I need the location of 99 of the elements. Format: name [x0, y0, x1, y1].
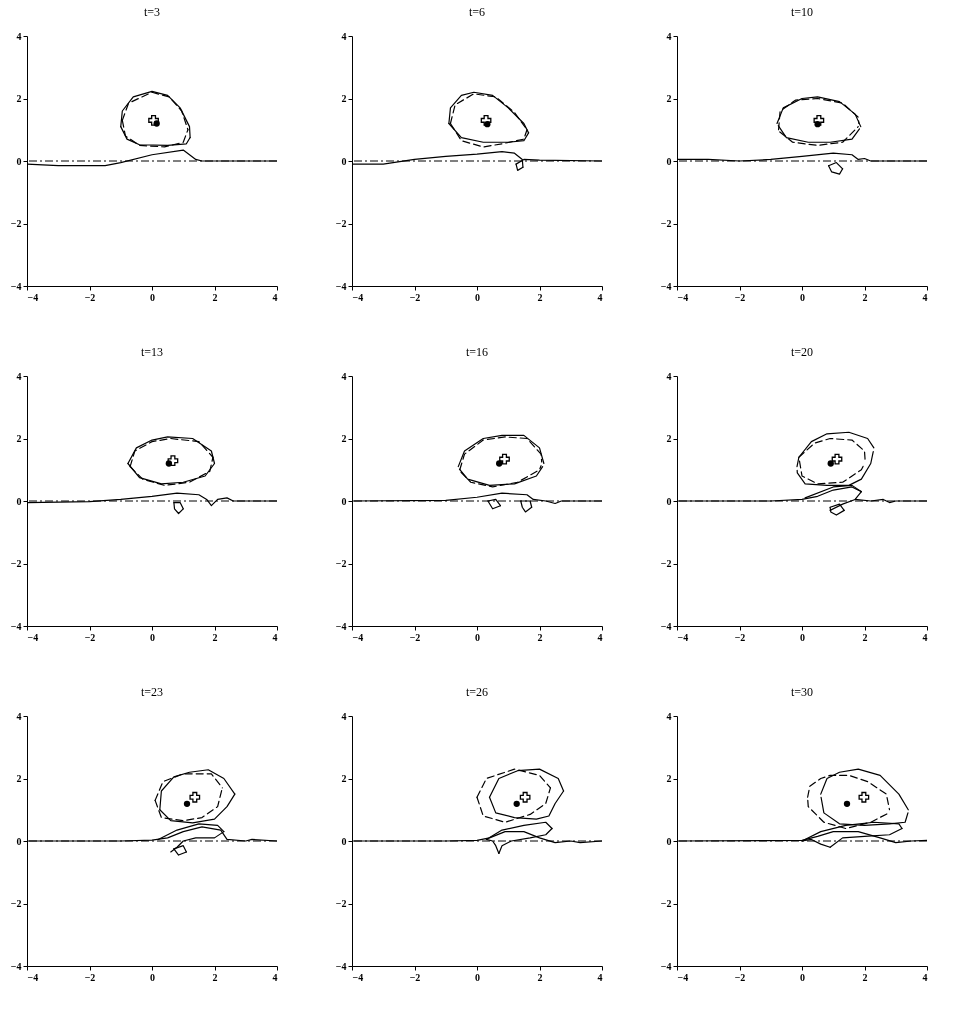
y-tick-label: −2 — [660, 218, 672, 229]
x-tick-label: −2 — [84, 291, 96, 303]
y-tick-label: −2 — [10, 218, 22, 229]
x-tick-label: 0 — [800, 291, 805, 303]
x-tick-label: 0 — [150, 971, 155, 983]
x-tick-label: 2 — [862, 971, 868, 983]
y-tick-label: 2 — [666, 433, 672, 444]
y-tick-label: −4 — [10, 960, 22, 972]
y-tick-label: −2 — [335, 558, 347, 569]
chart-title: t=30 — [790, 685, 814, 699]
y-tick-label: 0 — [666, 155, 672, 167]
x-tick-label: −2 — [734, 291, 746, 303]
y-tick-label: 0 — [16, 835, 22, 847]
x-tick-label: −2 — [734, 971, 746, 983]
x-tick-label: −4 — [27, 971, 39, 983]
chart-title: t=23 — [140, 685, 164, 699]
y-tick-label: 4 — [666, 370, 672, 382]
x-tick-label: 4 — [272, 291, 278, 303]
x-tick-label: 4 — [597, 971, 603, 983]
x-tick-label: 2 — [212, 631, 218, 643]
x-tick-label: 0 — [150, 631, 155, 643]
x-tick-label: 2 — [537, 971, 543, 983]
y-tick-label: 4 — [341, 30, 347, 42]
y-tick-label: −4 — [10, 620, 22, 632]
chart-title: t=10 — [790, 5, 814, 19]
x-tick-label: 4 — [922, 971, 928, 983]
x-tick-label: 0 — [475, 291, 480, 303]
x-tick-label: −2 — [409, 631, 421, 643]
x-tick-label: −2 — [84, 631, 96, 643]
y-tick-label: 0 — [341, 835, 347, 847]
x-tick-label: −4 — [27, 291, 39, 303]
chart-title: t=26 — [465, 685, 489, 699]
x-tick-label: 2 — [862, 291, 868, 303]
x-tick-label: 0 — [475, 631, 480, 643]
y-tick-label: 0 — [16, 495, 22, 507]
y-tick-label: −4 — [335, 620, 347, 632]
x-tick-label: 2 — [537, 291, 543, 303]
x-tick-label: 2 — [212, 291, 218, 303]
x-tick-label: −4 — [352, 631, 364, 643]
chart-title: t=13 — [140, 345, 164, 359]
chart-title: t=20 — [790, 345, 814, 359]
chart-title: t=16 — [465, 345, 489, 359]
y-tick-label: 2 — [666, 773, 672, 784]
y-tick-label: 0 — [341, 495, 347, 507]
x-tick-label: −2 — [409, 971, 421, 983]
x-tick-label: 4 — [597, 291, 603, 303]
x-tick-label: 0 — [150, 291, 155, 303]
y-tick-label: −4 — [660, 960, 672, 972]
y-tick-label: −4 — [660, 280, 672, 292]
y-tick-label: 2 — [341, 773, 347, 784]
x-tick-label: 2 — [537, 631, 543, 643]
x-tick-label: −4 — [677, 631, 689, 643]
y-tick-label: 4 — [16, 30, 22, 42]
x-tick-label: 4 — [272, 631, 278, 643]
x-tick-label: 2 — [212, 971, 218, 983]
y-tick-label: 2 — [16, 773, 22, 784]
y-tick-label: −2 — [10, 898, 22, 909]
y-tick-label: −4 — [10, 280, 22, 292]
y-tick-label: 4 — [16, 370, 22, 382]
x-tick-label: 2 — [862, 631, 868, 643]
y-tick-label: −4 — [660, 620, 672, 632]
y-tick-label: 0 — [16, 155, 22, 167]
y-tick-label: −4 — [335, 280, 347, 292]
x-tick-label: −4 — [677, 291, 689, 303]
y-tick-label: 2 — [341, 93, 347, 104]
y-tick-label: 0 — [341, 155, 347, 167]
x-tick-label: 4 — [922, 631, 928, 643]
y-tick-label: 0 — [666, 835, 672, 847]
y-tick-label: 0 — [666, 495, 672, 507]
x-tick-label: 0 — [800, 631, 805, 643]
y-tick-label: 2 — [341, 433, 347, 444]
y-tick-label: 4 — [16, 710, 22, 722]
x-tick-label: 4 — [597, 631, 603, 643]
y-tick-label: −2 — [660, 558, 672, 569]
y-tick-label: −2 — [335, 218, 347, 229]
y-tick-label: −2 — [10, 558, 22, 569]
x-tick-label: 4 — [272, 971, 278, 983]
y-tick-label: −4 — [335, 960, 347, 972]
y-tick-label: 4 — [341, 370, 347, 382]
y-tick-label: 4 — [666, 30, 672, 42]
y-tick-label: 4 — [341, 710, 347, 722]
y-tick-label: 2 — [16, 433, 22, 444]
x-tick-label: −4 — [352, 291, 364, 303]
chart-title: t=6 — [468, 5, 486, 19]
y-tick-label: 4 — [666, 710, 672, 722]
y-tick-label: −2 — [660, 898, 672, 909]
x-tick-label: 4 — [922, 291, 928, 303]
x-tick-label: −2 — [84, 971, 96, 983]
y-tick-label: 2 — [16, 93, 22, 104]
x-tick-label: −2 — [409, 291, 421, 303]
x-tick-label: −4 — [677, 971, 689, 983]
y-tick-label: 2 — [666, 93, 672, 104]
x-tick-label: −2 — [734, 631, 746, 643]
x-tick-label: −4 — [352, 971, 364, 983]
x-tick-label: 0 — [475, 971, 480, 983]
x-tick-label: −4 — [27, 631, 39, 643]
chart-title: t=3 — [143, 5, 161, 19]
y-tick-label: −2 — [335, 898, 347, 909]
x-tick-label: 0 — [800, 971, 805, 983]
